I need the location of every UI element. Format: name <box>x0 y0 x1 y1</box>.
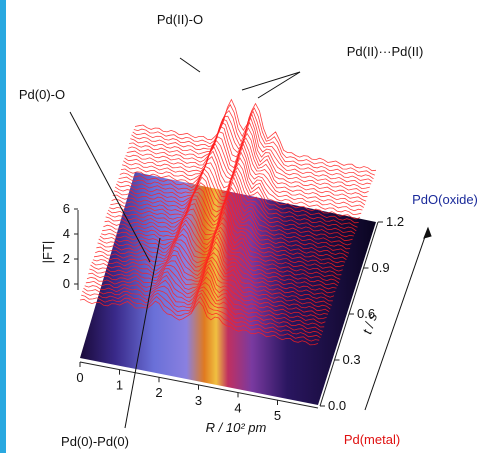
t-tick-label: 0.9 <box>372 260 390 275</box>
z-tick-label: 6 <box>63 201 70 216</box>
r-axis-label: R / 10² pm <box>206 420 267 435</box>
r-tick-label: 0 <box>76 370 83 385</box>
annotation: Pd(0)-Pd(0) <box>61 434 129 449</box>
r-tick-label: 4 <box>234 400 241 415</box>
annotation: Pd(metal) <box>344 432 400 447</box>
r-tick-label: 3 <box>195 393 202 408</box>
z-tick-label: 4 <box>63 226 70 241</box>
annotation: Pd(0)-O <box>19 87 65 102</box>
annotation: PdO(oxide) <box>412 192 478 207</box>
r-tick-label: 1 <box>116 378 123 393</box>
z-tick-label: 2 <box>63 251 70 266</box>
page: {"figure": { "annotations": {"pd2_o": "P… <box>0 0 494 453</box>
annotation: Pd(II)···Pd(II) <box>347 44 424 59</box>
t-tick-label: 0.6 <box>357 306 375 321</box>
z-tick-label: 0 <box>63 276 70 291</box>
t-tick-label: 1.2 <box>386 214 404 229</box>
t-tick-label: 0.3 <box>343 352 361 367</box>
annotation: Pd(II)-O <box>157 12 203 27</box>
z-axis-label: |FT| <box>40 241 55 264</box>
r-tick-label: 5 <box>274 408 281 423</box>
t-tick-label: 0.0 <box>328 398 346 413</box>
wire-line <box>132 115 373 182</box>
r-tick-label: 2 <box>155 385 162 400</box>
figure: Pd(II)-O Pd(II)···Pd(II) Pd(0)-O Pd(0)-P… <box>0 0 494 453</box>
side-bar <box>0 0 6 453</box>
